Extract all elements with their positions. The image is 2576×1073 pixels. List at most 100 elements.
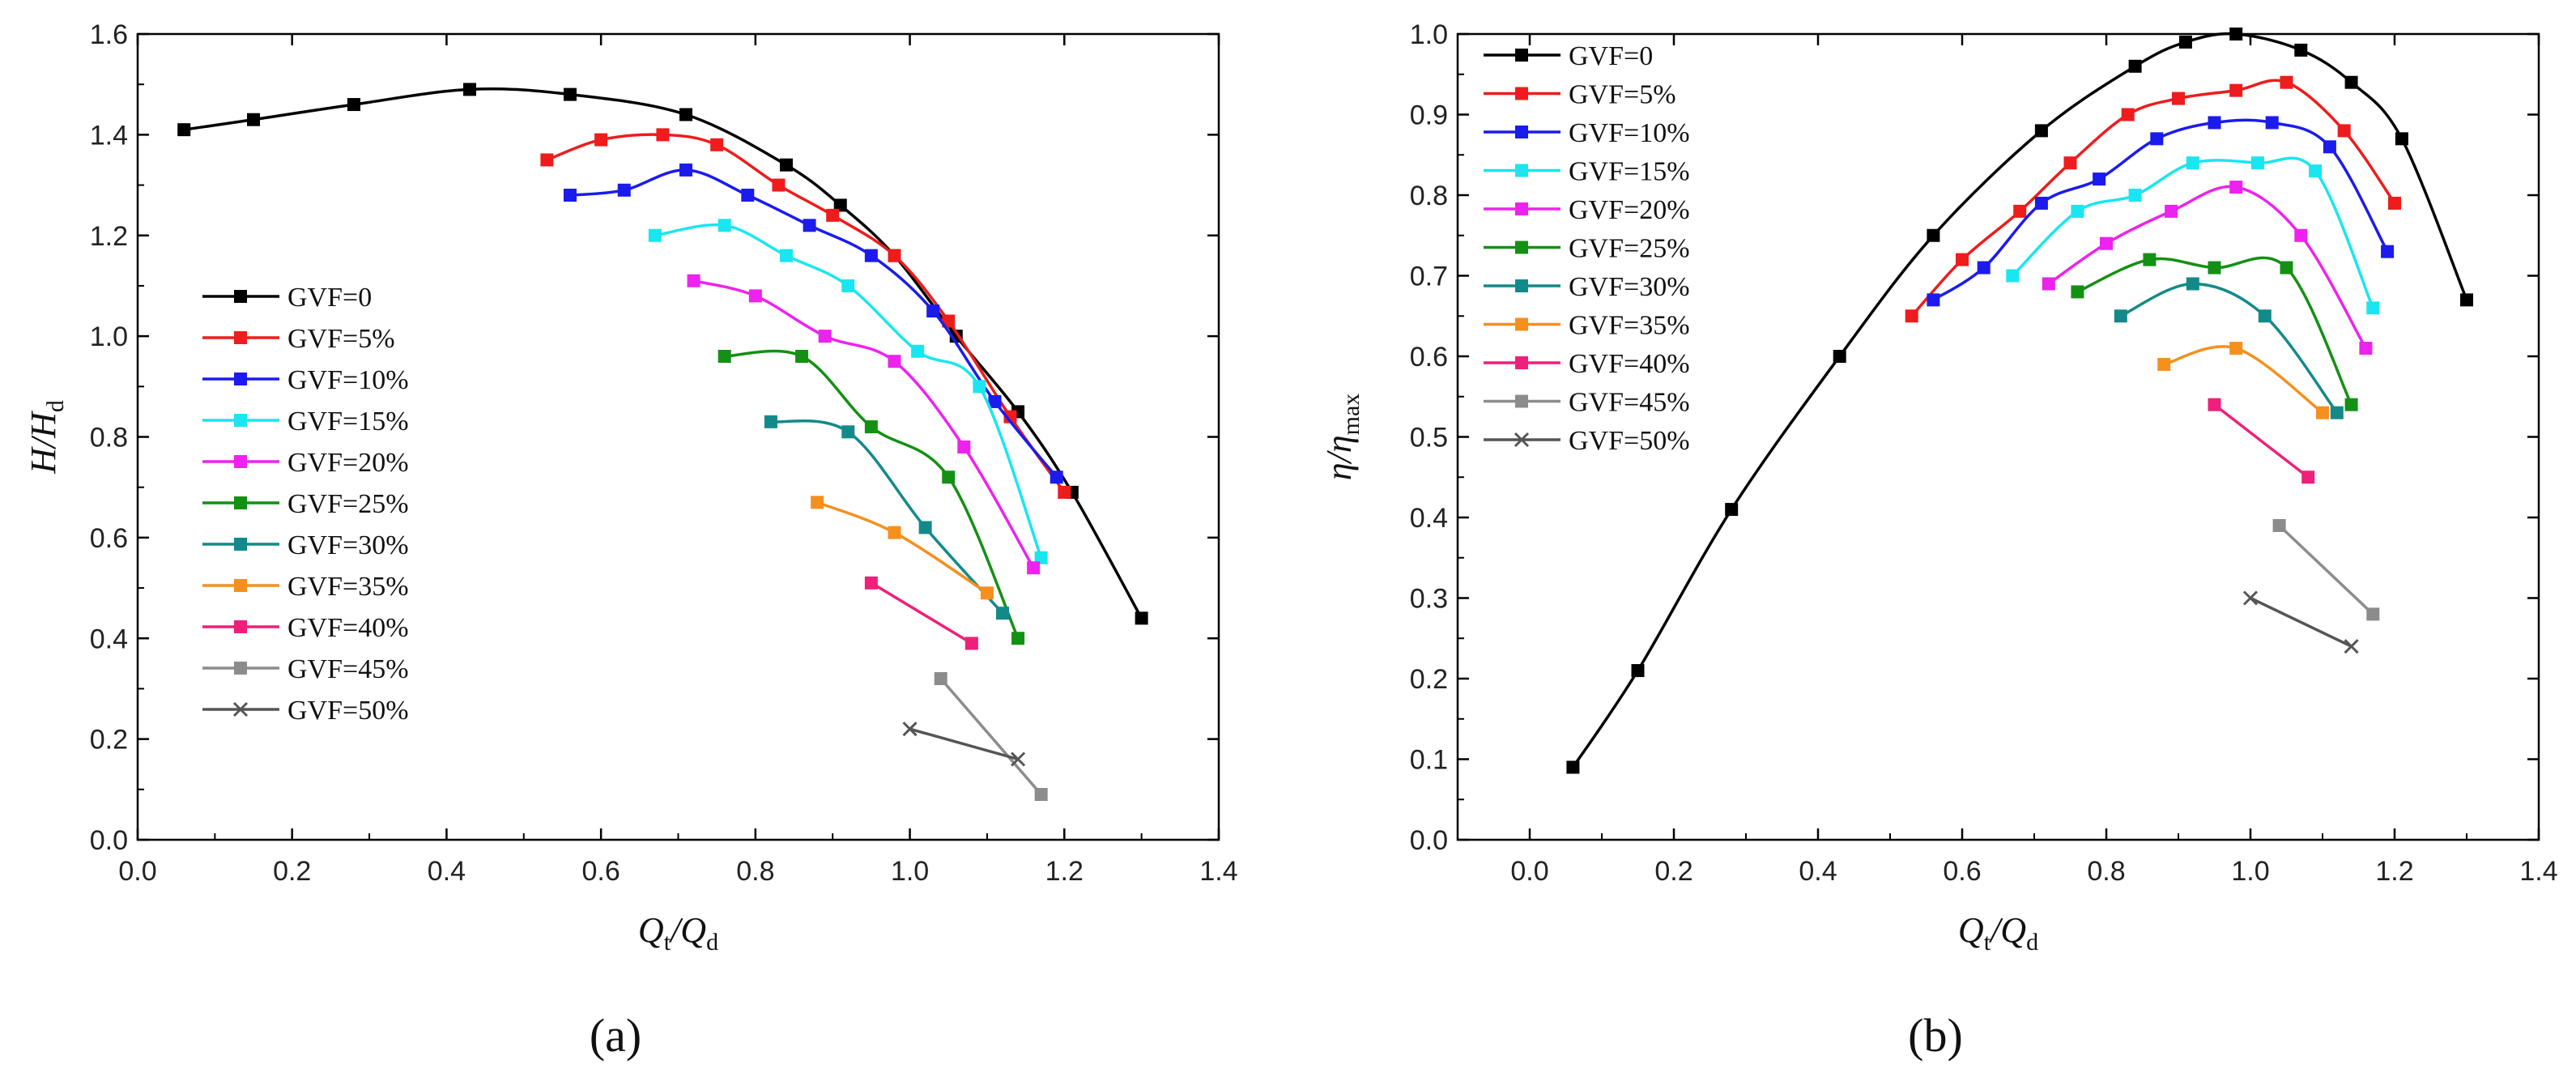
data-point (826, 208, 840, 222)
x-tick-label: 0.8 (2087, 856, 2125, 887)
legend-label: GVF=5% (1569, 80, 1676, 110)
legend-entry: GVF=5% (1484, 80, 1676, 110)
y-tick-label: 0.5 (1410, 423, 1448, 453)
legend-label: GVF=10% (1569, 118, 1690, 148)
data-point (2258, 309, 2272, 323)
series-gvf-45pct (934, 672, 1048, 802)
x-tick-label: 0.6 (1943, 856, 1981, 887)
y-axis-label: η/ηmax (1319, 394, 1365, 481)
data-point (2128, 59, 2142, 73)
data-point (2309, 164, 2323, 178)
data-point (2280, 75, 2293, 89)
legend-entry: GVF=35% (1484, 311, 1690, 341)
legend-marker (234, 331, 247, 344)
legend-label: GVF=35% (287, 572, 409, 602)
legend-label: GVF=25% (287, 489, 409, 519)
data-point (2229, 28, 2243, 40)
data-point (2013, 204, 2027, 218)
y-tick-label: 0.6 (1410, 342, 1448, 373)
y-tick-label: 1.4 (90, 120, 128, 151)
data-point (964, 637, 978, 650)
data-point (2208, 261, 2221, 275)
data-point (463, 83, 477, 96)
legend-marker (1515, 49, 1528, 62)
legend-entry: GVF=50% (202, 696, 409, 726)
data-point (988, 394, 1002, 408)
data-point (2100, 236, 2113, 250)
data-point (2128, 189, 2142, 202)
y-tick-label: 0.0 (90, 825, 128, 856)
legend-entry: GVF=15% (1484, 157, 1690, 187)
data-point (2366, 301, 2380, 315)
data-point (2165, 204, 2178, 218)
series-gvf-35pct (2157, 342, 2329, 419)
series-gvf-35pct (811, 496, 994, 600)
series-line (2120, 282, 2339, 414)
legend-label: GVF=35% (1569, 311, 1690, 341)
data-point (803, 219, 816, 232)
data-point (2381, 245, 2395, 258)
legend-label: GVF=5% (287, 324, 395, 354)
data-point (833, 198, 847, 212)
data-point (687, 274, 700, 287)
data-point (818, 330, 832, 343)
x-tick-label: 1.0 (2231, 856, 2269, 887)
series-gvf-15pct (648, 219, 1048, 564)
y-tick-label: 1.0 (90, 321, 128, 352)
data-point (1003, 410, 1017, 424)
legend-entry: GVF=45% (1484, 388, 1690, 418)
legend-marker (234, 373, 247, 385)
legend-entry: GVF=45% (202, 654, 409, 684)
data-point (841, 279, 855, 292)
data-point (2172, 92, 2185, 105)
x-tick-label: 0.4 (1799, 856, 1837, 887)
x-tick-label: 1.2 (2375, 856, 2413, 887)
legend-label: GVF=30% (1569, 272, 1690, 302)
series-gvf-25pct (717, 349, 1025, 645)
data-point (934, 672, 947, 685)
series-gvf-40pct (2208, 398, 2315, 484)
legend-label: GVF=20% (1569, 195, 1690, 225)
data-point (926, 304, 940, 318)
data-point (717, 219, 731, 232)
data-point (902, 722, 918, 737)
data-point (2388, 196, 2401, 210)
y-tick-label: 0.0 (1410, 825, 1448, 856)
legend-entry: GVF=40% (202, 613, 409, 643)
legend-marker (1515, 202, 1528, 215)
data-point (2294, 43, 2308, 57)
legend-marker (234, 579, 247, 592)
legend-marker (1515, 241, 1528, 254)
y-tick-label: 0.2 (90, 725, 128, 756)
legend-entry: GVF=20% (1484, 195, 1690, 225)
legend-label: GVF=15% (1569, 157, 1690, 187)
x-tick-label: 1.0 (891, 856, 929, 887)
data-point (2006, 269, 2020, 283)
data-point (2042, 277, 2055, 291)
legend-marker (1515, 317, 1528, 331)
y-axis-label: H/Hd​ (23, 400, 69, 475)
series-gvf-30pct (2114, 277, 2344, 419)
data-point (2344, 639, 2359, 654)
legend-label: GVF=45% (287, 654, 409, 684)
legend-label: GVF=30% (287, 530, 409, 560)
data-point (1135, 611, 1148, 625)
data-point (617, 183, 631, 197)
legend-label: GVF=20% (287, 448, 409, 478)
legend-marker (1515, 164, 1528, 177)
y-tick-label: 0.8 (90, 423, 128, 453)
data-point (1034, 551, 1048, 564)
data-point (1905, 309, 1918, 323)
data-point (1566, 760, 1580, 774)
panel-label: (a) (590, 1009, 641, 1062)
data-point (2359, 342, 2373, 356)
data-point (2316, 406, 2329, 419)
data-point (795, 350, 809, 363)
legend-label: GVF=50% (287, 696, 409, 726)
series-line (724, 349, 1020, 639)
data-point (1977, 261, 1991, 275)
legend-label: GVF=45% (1569, 388, 1690, 418)
data-point (780, 249, 793, 262)
data-point (2229, 83, 2243, 97)
data-point (2150, 132, 2164, 146)
